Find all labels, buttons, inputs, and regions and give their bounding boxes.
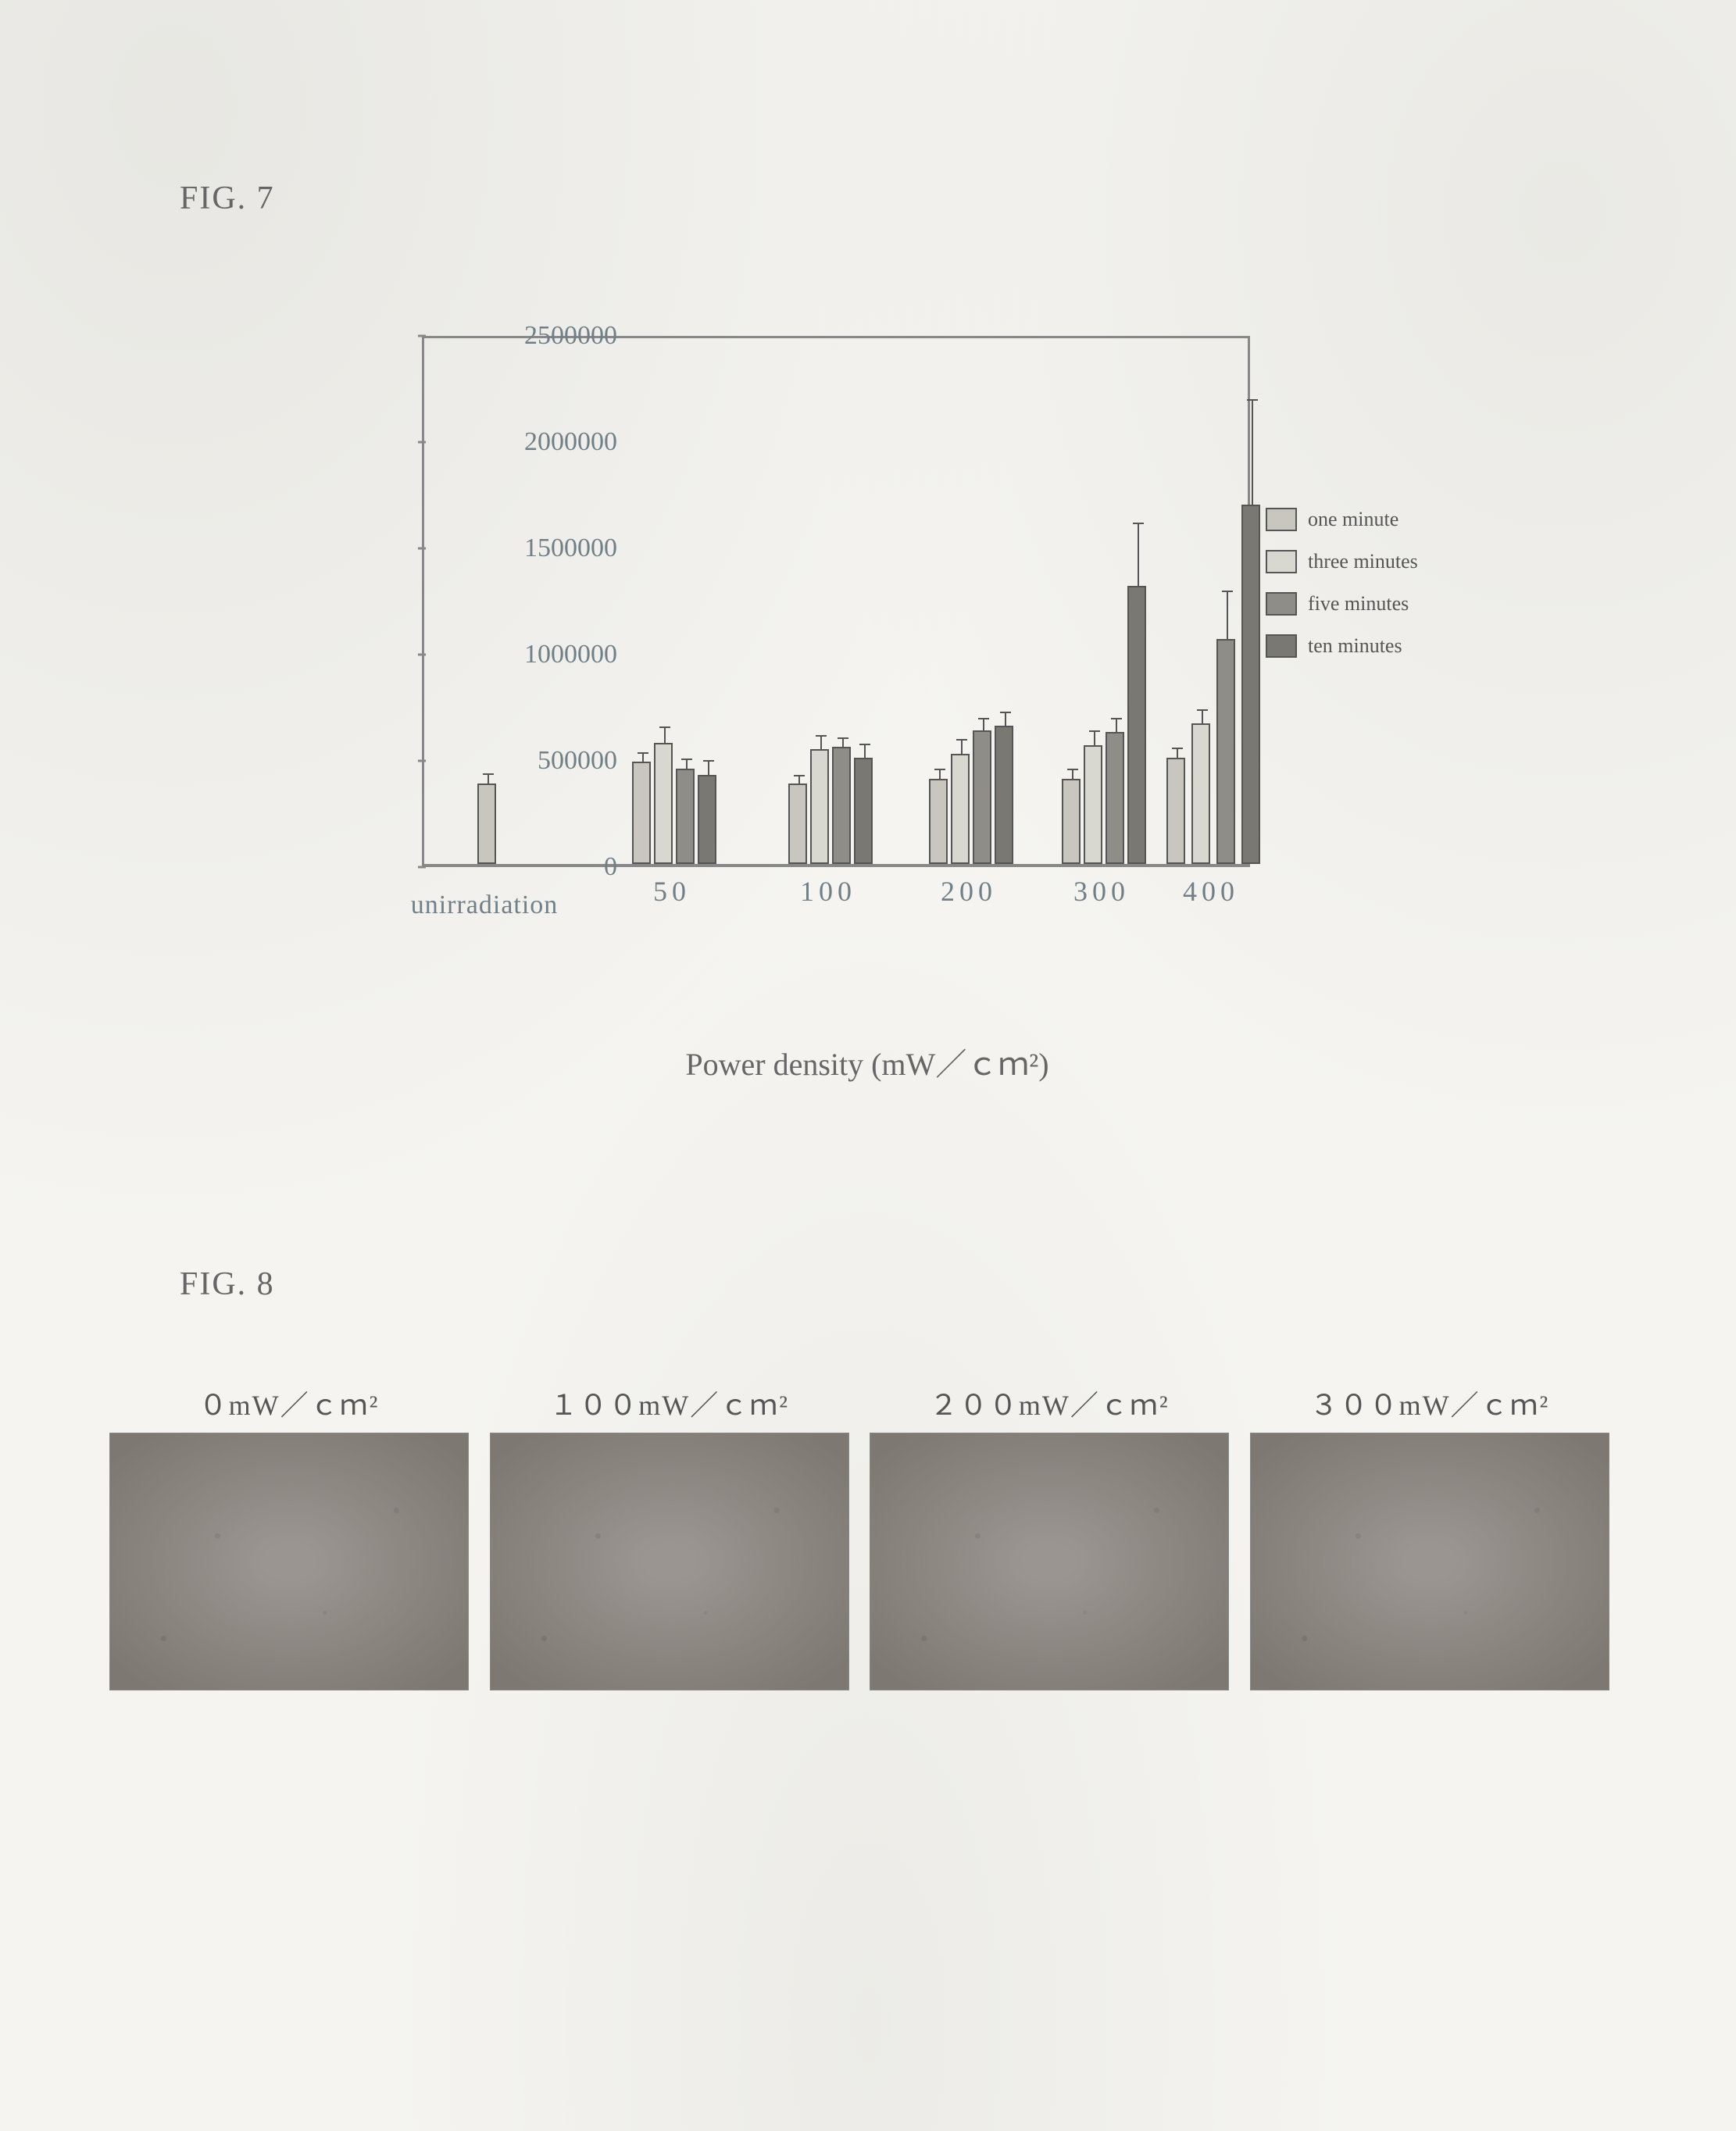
bar-three <box>1084 745 1102 864</box>
bar-one <box>1062 779 1081 864</box>
legend-label: ten minutes <box>1308 634 1402 658</box>
y-tick-label: 0 <box>477 852 617 882</box>
micrograph-image <box>1250 1433 1609 1690</box>
legend-swatch <box>1266 634 1297 658</box>
x-axis-title: Power density (mW／ｃｍ²) <box>281 1039 1453 1084</box>
bar-one <box>929 779 948 864</box>
legend-label: one minute <box>1308 508 1398 531</box>
bar-ten <box>698 775 716 864</box>
bar-three <box>810 749 829 864</box>
x-category-label: unirradiation <box>411 891 559 920</box>
bar-five <box>973 730 991 864</box>
x-category-label: 100 <box>800 875 856 908</box>
legend-item: five minutes <box>1266 592 1418 616</box>
x-category-label: 50 <box>653 875 691 908</box>
legend-label: five minutes <box>1308 592 1409 616</box>
plot-area <box>422 336 1250 867</box>
bar-five <box>1106 732 1124 864</box>
y-tick-label: 1500000 <box>477 534 617 563</box>
micrograph-panel: ３００mW／ｃｍ² <box>1250 1383 1609 1690</box>
y-tick-label: 2000000 <box>477 427 617 457</box>
micrograph-image <box>109 1433 469 1690</box>
micrograph-label: ３００mW／ｃｍ² <box>1250 1383 1609 1423</box>
legend-swatch <box>1266 592 1297 616</box>
bar-five <box>676 769 695 864</box>
bar-three <box>951 754 970 864</box>
figure-7-label: FIG. 7 <box>180 180 275 217</box>
micrograph-image <box>490 1433 849 1690</box>
legend-swatch <box>1266 508 1297 531</box>
bar-ten <box>1127 586 1146 864</box>
x-category-label: 400 <box>1183 875 1239 908</box>
x-category-label: 200 <box>941 875 997 908</box>
bar-ten <box>854 758 873 864</box>
micrograph-panel: ０mW／ｃｍ² <box>109 1383 469 1690</box>
bar-five <box>1216 639 1235 864</box>
legend-item: three minutes <box>1266 550 1418 573</box>
bar-one <box>632 762 651 864</box>
legend-label: three minutes <box>1308 550 1418 573</box>
bar-ten <box>1241 505 1260 864</box>
micrograph-image <box>870 1433 1229 1690</box>
legend-swatch <box>1266 550 1297 573</box>
y-tick-label: 2500000 <box>477 321 617 351</box>
legend-item: one minute <box>1266 508 1418 531</box>
bar-one <box>788 784 807 864</box>
figure-8-label: FIG. 8 <box>180 1265 275 1303</box>
micrograph-label: ２００mW／ｃｍ² <box>870 1383 1229 1423</box>
y-tick-label: 500000 <box>477 746 617 776</box>
x-category-label: 300 <box>1073 875 1130 908</box>
bar-one <box>1166 758 1185 864</box>
y-tick-label: 1000000 <box>477 640 617 669</box>
legend-item: ten minutes <box>1266 634 1418 658</box>
micrograph-label: １００mW／ｃｍ² <box>490 1383 849 1423</box>
bar-three <box>1191 723 1210 864</box>
chart-legend: one minute three minutes five minutes ten m… <box>1266 508 1418 676</box>
bar-three <box>654 743 673 864</box>
bar-five <box>832 747 851 864</box>
figure-8-panels: ０mW／ｃｍ² １００mW／ｃｍ² ２００mW／ｃｍ² ３００mW／ｃｍ² <box>109 1383 1609 1690</box>
bar-ten <box>995 726 1013 864</box>
micrograph-panel: １００mW／ｃｍ² <box>490 1383 849 1690</box>
micrograph-panel: ２００mW／ｃｍ² <box>870 1383 1229 1690</box>
figure-7-chart: 05000001000000150000020000002500000 unir… <box>281 328 1453 992</box>
micrograph-label: ０mW／ｃｍ² <box>109 1383 469 1423</box>
